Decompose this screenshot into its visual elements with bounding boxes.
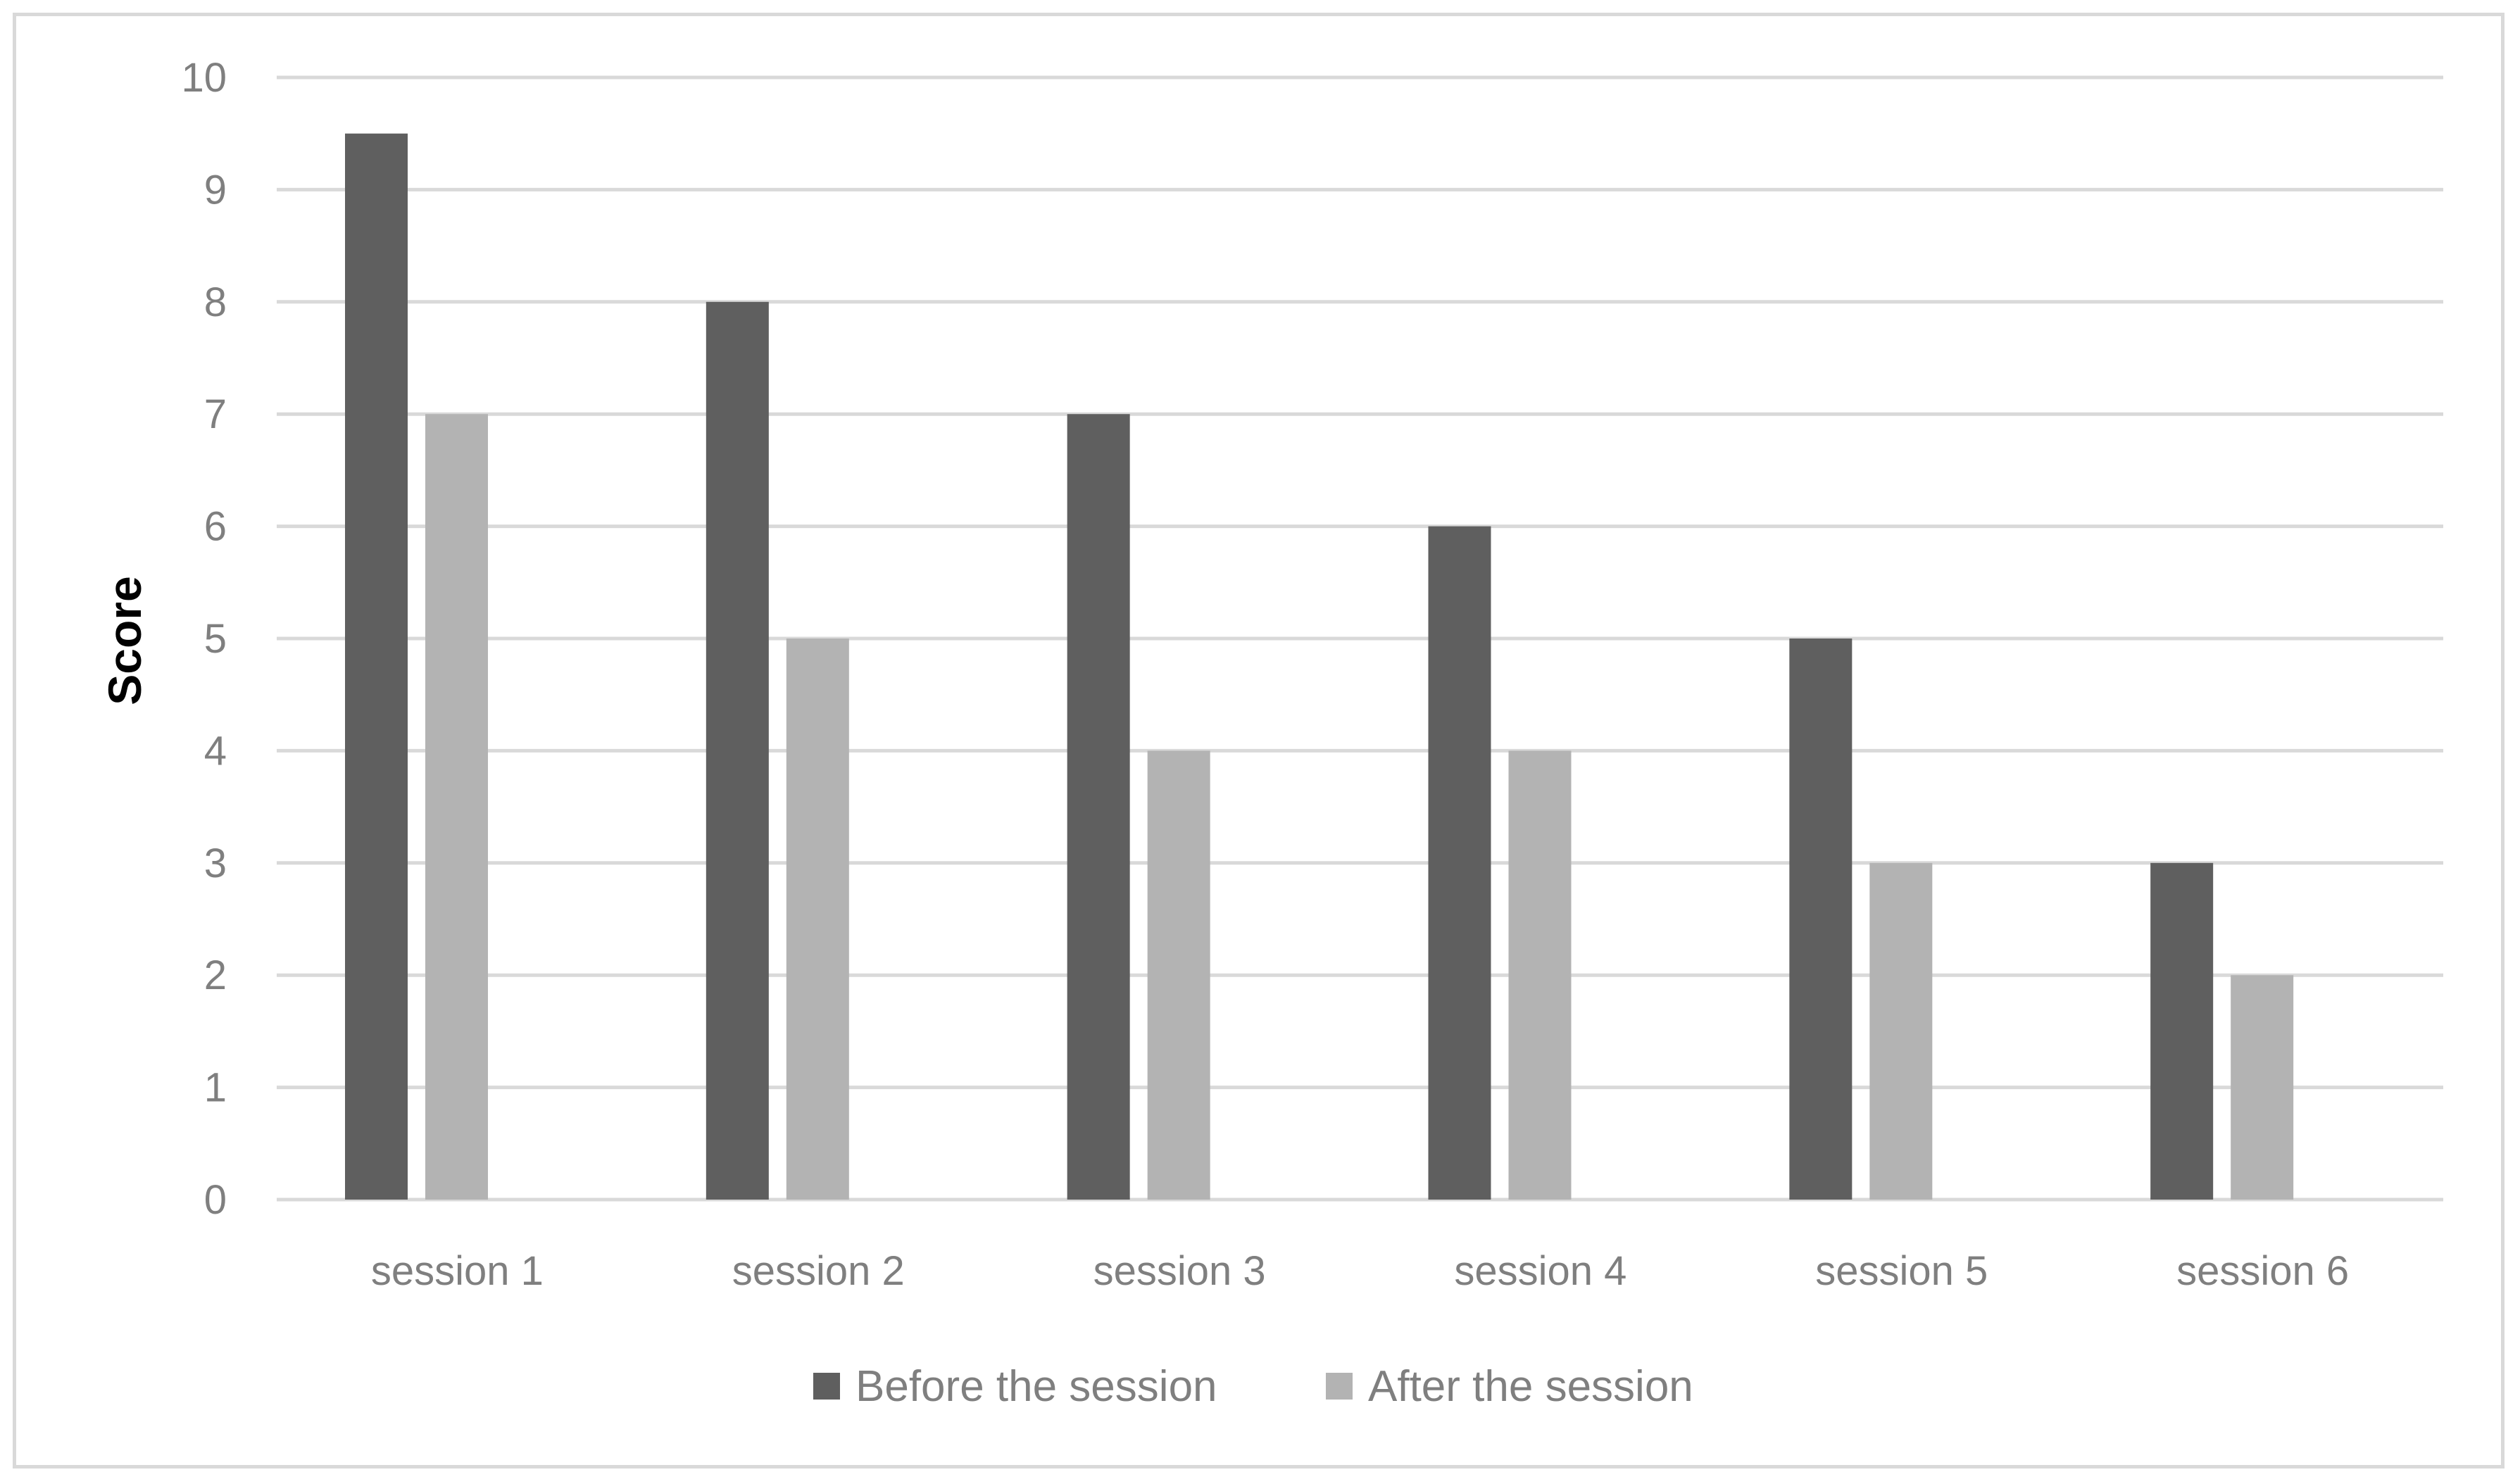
bar-after-6 <box>2231 975 2294 1200</box>
bar-before-4 <box>1428 526 1491 1200</box>
y-tick-label: 9 <box>204 167 227 213</box>
y-axis-ticks: 0 1 2 3 4 5 6 7 8 9 10 <box>181 55 227 1223</box>
y-axis-title: Score <box>99 576 151 705</box>
x-tick-label: session 6 <box>2176 1248 2349 1294</box>
y-tick-label: 10 <box>181 55 227 101</box>
legend-swatch <box>1326 1373 1353 1400</box>
bar-before-2 <box>706 301 769 1200</box>
x-axis-ticks: session 1 session 2 session 3 session 4 sess… <box>371 1248 2349 1294</box>
x-tick-label: session 4 <box>1454 1248 1626 1294</box>
x-tick-label: session 1 <box>371 1248 544 1294</box>
x-tick-label: session 3 <box>1093 1248 1266 1294</box>
bar-before-1 <box>345 133 408 1200</box>
bars <box>345 133 2294 1200</box>
bar-after-3 <box>1147 750 1210 1200</box>
y-tick-label: 0 <box>204 1177 227 1223</box>
y-tick-label: 3 <box>204 841 227 886</box>
bar-after-5 <box>1869 862 1933 1200</box>
gridlines <box>277 75 2443 1202</box>
bar-after-4 <box>1508 750 1572 1200</box>
x-tick-label: session 2 <box>732 1248 905 1294</box>
y-tick-label: 4 <box>204 728 227 774</box>
legend-label: Before the session <box>855 1362 1217 1411</box>
y-tick-label: 2 <box>204 952 227 998</box>
legend-swatch <box>813 1373 840 1400</box>
y-tick-label: 5 <box>204 616 227 662</box>
bar-before-3 <box>1067 414 1130 1200</box>
bar-before-5 <box>1789 639 1853 1200</box>
bar-before-6 <box>2150 862 2214 1200</box>
bar-after-1 <box>425 414 488 1200</box>
y-tick-label: 6 <box>204 504 227 550</box>
y-tick-label: 8 <box>204 279 227 325</box>
legend: Before the session After the session <box>813 1362 1693 1411</box>
y-tick-label: 7 <box>204 391 227 437</box>
x-tick-label: session 5 <box>1815 1248 1988 1294</box>
bar-after-2 <box>786 639 849 1200</box>
y-tick-label: 1 <box>204 1065 227 1111</box>
legend-label: After the session <box>1368 1362 1693 1411</box>
